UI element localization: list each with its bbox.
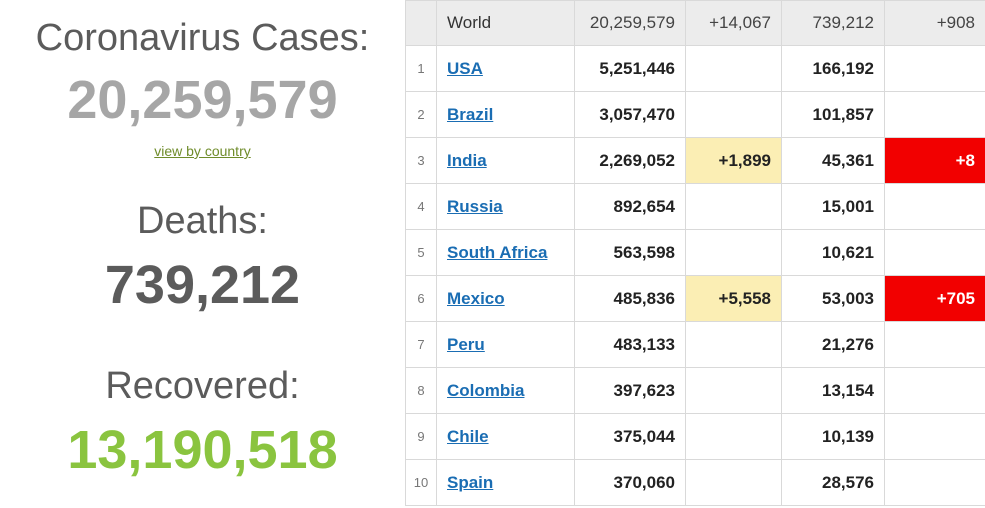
total-cases-cell: 892,654 [574,183,686,230]
rank-cell: 6 [405,275,437,322]
new-cases-cell [685,367,782,414]
total-cases-cell: 3,057,470 [574,91,686,138]
country-link[interactable]: Chile [447,426,489,446]
total-deaths-cell: 53,003 [781,275,885,322]
country-cell: Colombia [436,367,575,414]
total-deaths-cell: 15,001 [781,183,885,230]
table-row: 8 Colombia 397,623 13,154 [405,367,985,414]
world-new-cases: +14,067 [685,0,782,46]
country-cell: Peru [436,321,575,368]
table-row: 1 USA 5,251,446 166,192 [405,45,985,92]
country-cell: Mexico [436,275,575,322]
table-row: 5 South Africa 563,598 10,621 [405,229,985,276]
new-cases-cell [685,91,782,138]
world-rank-cell [405,0,437,46]
recovered-value: 13,190,518 [67,420,338,480]
rank-cell: 5 [405,229,437,276]
rank-cell: 2 [405,91,437,138]
total-deaths-cell: 101,857 [781,91,885,138]
country-link[interactable]: Peru [447,334,485,354]
country-cell: India [436,137,575,184]
country-link[interactable]: South Africa [447,242,548,262]
total-deaths-cell: 10,621 [781,229,885,276]
new-deaths-cell [884,321,985,368]
new-cases-cell [685,183,782,230]
table-row: 3 India 2,269,052 +1,899 45,361 +8 [405,137,985,184]
total-cases-cell: 5,251,446 [574,45,686,92]
new-deaths-cell [884,183,985,230]
world-total-deaths: 739,212 [781,0,885,46]
table-row: 7 Peru 483,133 21,276 [405,321,985,368]
new-cases-cell [685,459,782,506]
country-cell: Russia [436,183,575,230]
rank-cell: 7 [405,321,437,368]
table-row: 2 Brazil 3,057,470 101,857 [405,91,985,138]
country-cell: South Africa [436,229,575,276]
total-deaths-cell: 10,139 [781,413,885,460]
new-deaths-cell: +705 [884,275,985,322]
cases-value: 20,259,579 [67,70,338,130]
total-deaths-cell: 28,576 [781,459,885,506]
deaths-value: 739,212 [104,255,301,315]
country-cell: Brazil [436,91,575,138]
country-link[interactable]: India [447,150,487,170]
country-cell: USA [436,45,575,92]
rank-cell: 3 [405,137,437,184]
country-link[interactable]: Spain [447,472,494,492]
cases-label: Coronavirus Cases: [35,17,370,59]
view-by-country-link[interactable]: view by country [154,143,251,159]
new-deaths-cell [884,367,985,414]
rank-cell: 10 [405,459,437,506]
new-deaths-cell [884,91,985,138]
world-row: World 20,259,579 +14,067 739,212 +908 [405,0,985,46]
new-cases-cell [685,229,782,276]
total-cases-cell: 375,044 [574,413,686,460]
deaths-label: Deaths: [137,200,268,242]
table-row: 6 Mexico 485,836 +5,558 53,003 +705 [405,275,985,322]
rank-cell: 9 [405,413,437,460]
new-cases-cell: +1,899 [685,137,782,184]
summary-panel: Coronavirus Cases: 20,259,579 view by co… [0,0,405,508]
table-row: 10 Spain 370,060 28,576 [405,459,985,506]
country-link[interactable]: Colombia [447,380,525,400]
new-deaths-cell [884,229,985,276]
new-deaths-cell [884,45,985,92]
total-cases-cell: 485,836 [574,275,686,322]
rank-cell: 8 [405,367,437,414]
new-deaths-cell [884,459,985,506]
view-by-country-container: view by country [0,142,405,160]
total-cases-cell: 370,060 [574,459,686,506]
total-deaths-cell: 21,276 [781,321,885,368]
new-cases-cell [685,45,782,92]
country-link[interactable]: Mexico [447,288,505,308]
country-cell: Chile [436,413,575,460]
table-row: 9 Chile 375,044 10,139 [405,413,985,460]
rank-cell: 1 [405,45,437,92]
country-link[interactable]: Russia [447,196,503,216]
world-name: World [436,0,575,46]
new-cases-cell [685,321,782,368]
new-cases-cell: +5,558 [685,275,782,322]
total-cases-cell: 2,269,052 [574,137,686,184]
new-deaths-cell [884,413,985,460]
country-link[interactable]: Brazil [447,104,494,124]
total-deaths-cell: 166,192 [781,45,885,92]
total-cases-cell: 563,598 [574,229,686,276]
country-cell: Spain [436,459,575,506]
total-deaths-cell: 13,154 [781,367,885,414]
total-deaths-cell: 45,361 [781,137,885,184]
recovered-label: Recovered: [105,365,300,407]
total-cases-cell: 397,623 [574,367,686,414]
new-cases-cell [685,413,782,460]
table-row: 4 Russia 892,654 15,001 [405,183,985,230]
country-link[interactable]: USA [447,58,483,78]
world-total-cases: 20,259,579 [574,0,686,46]
new-deaths-cell: +8 [884,137,985,184]
world-new-deaths: +908 [884,0,985,46]
rank-cell: 4 [405,183,437,230]
total-cases-cell: 483,133 [574,321,686,368]
